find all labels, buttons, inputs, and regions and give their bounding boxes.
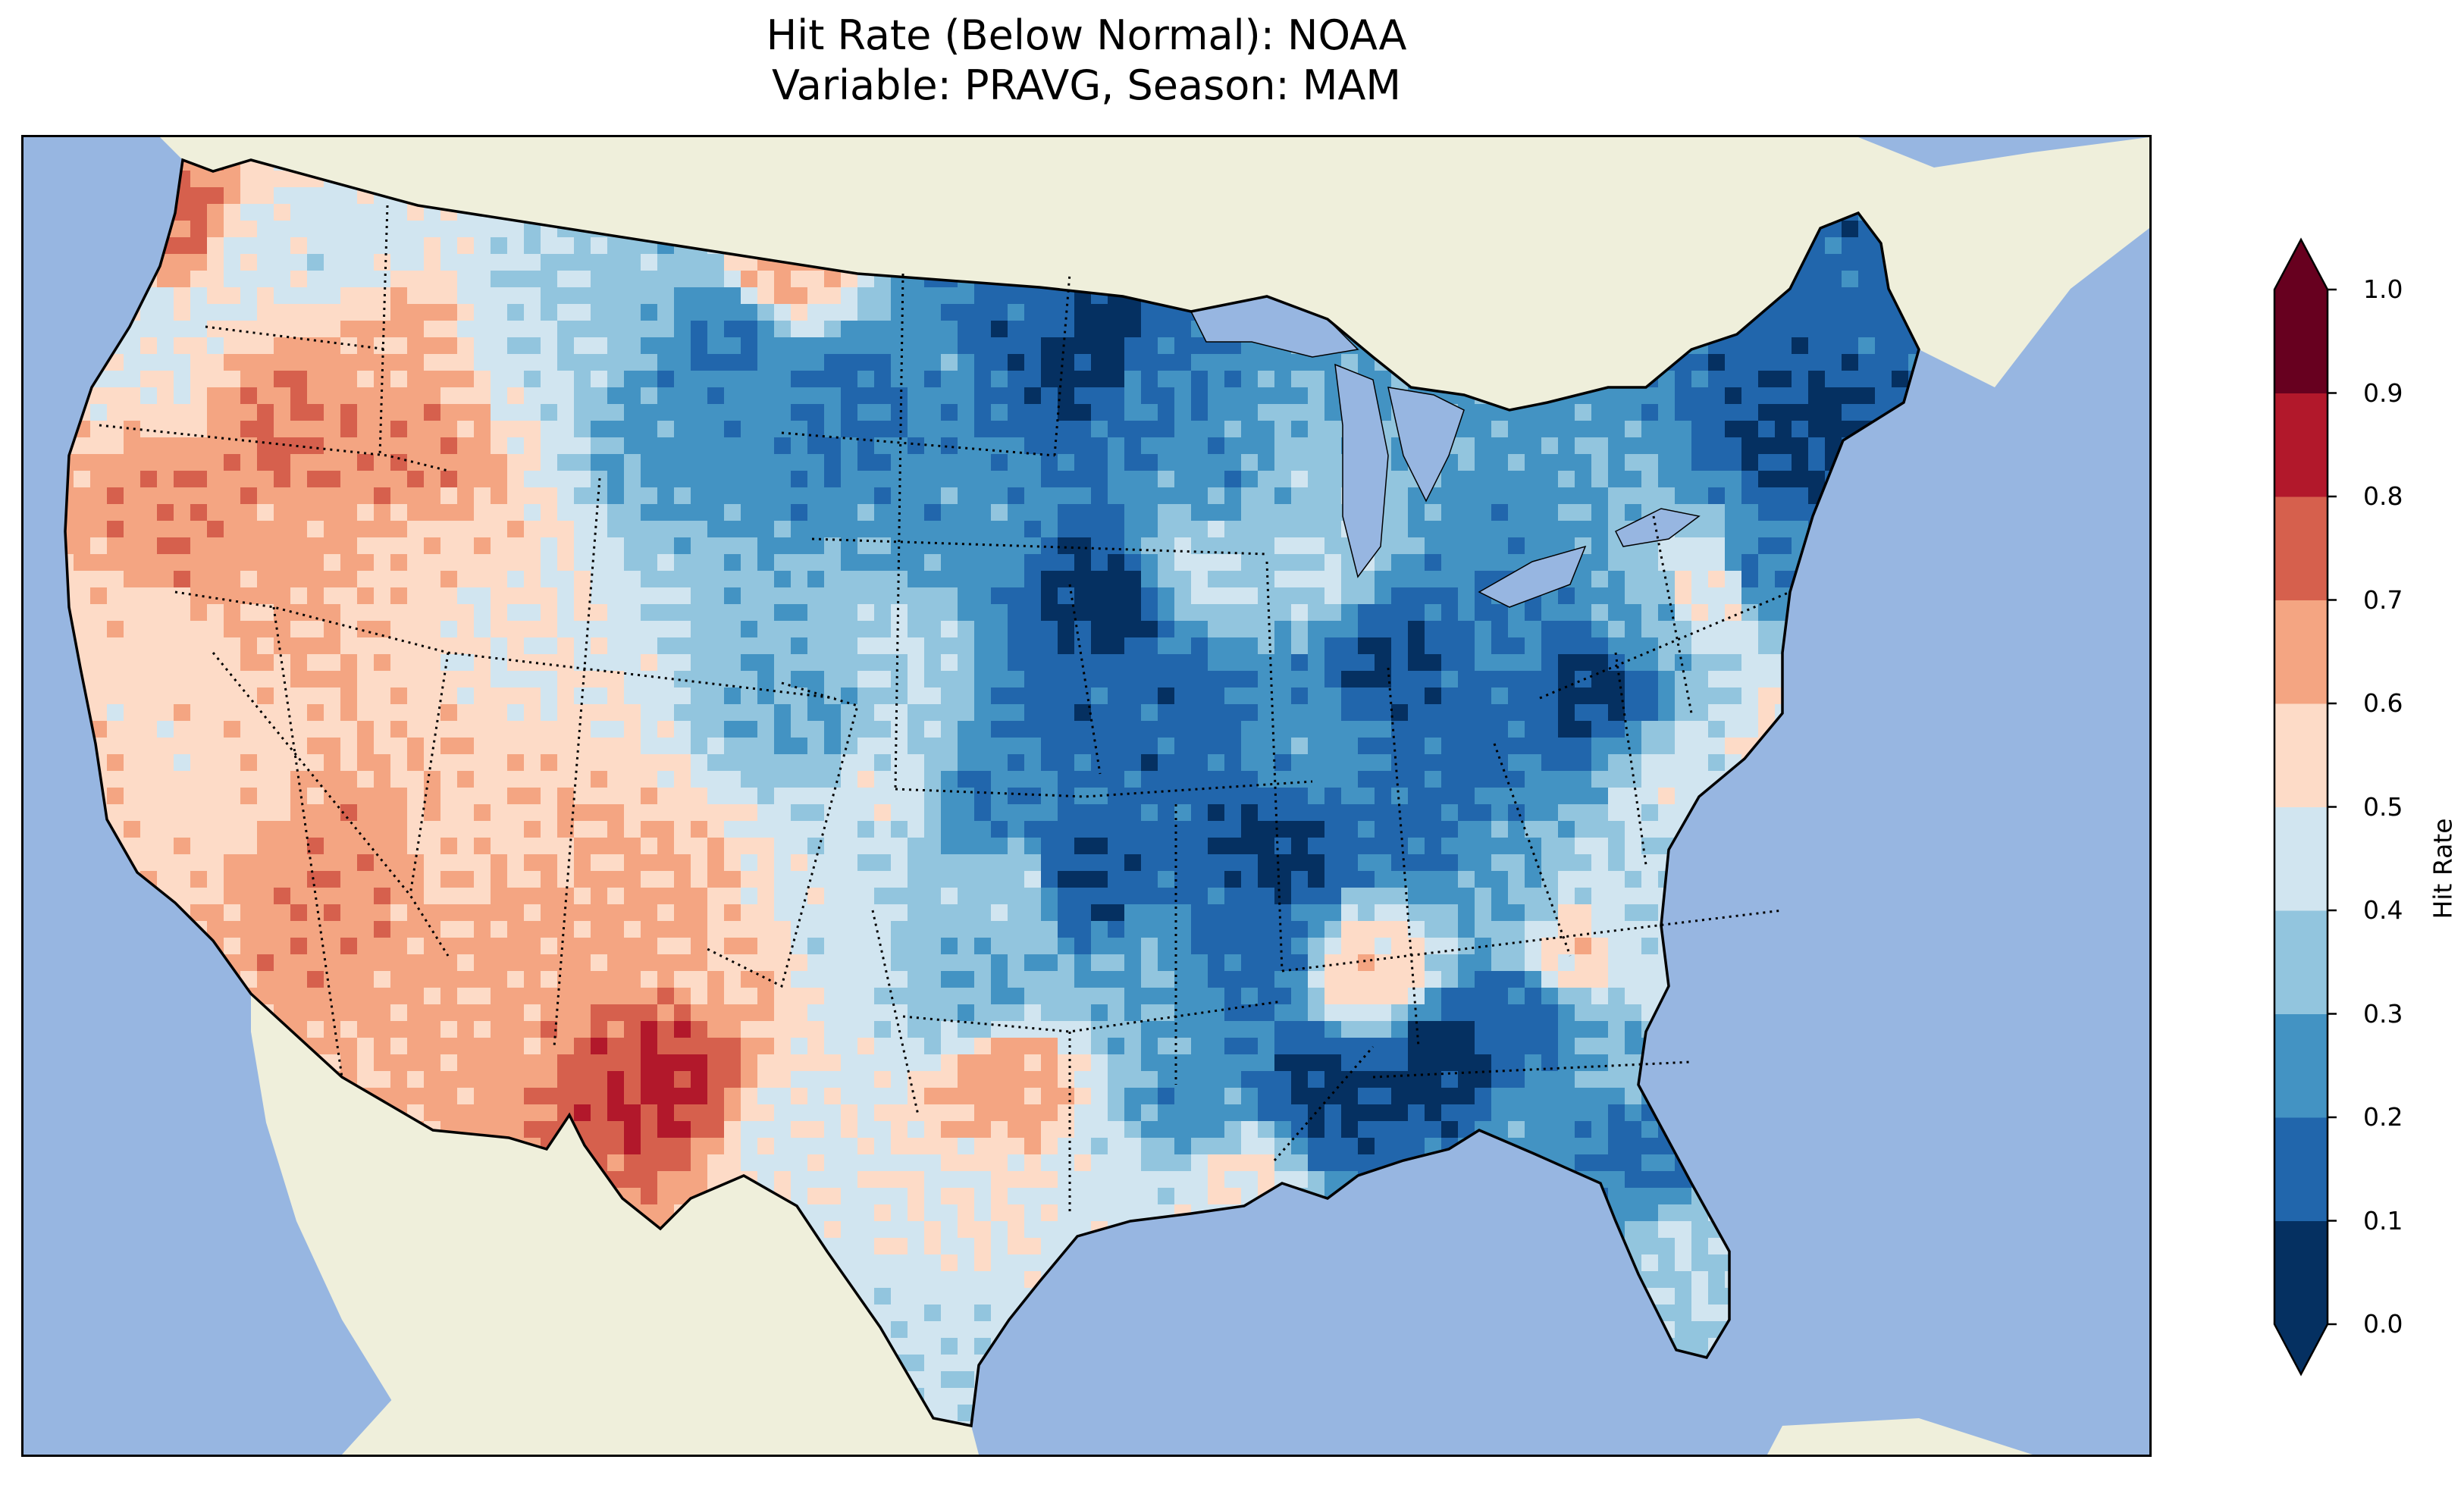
lake — [1334, 363, 1389, 578]
colorbar-tick-label: 1.0 — [2363, 274, 2403, 304]
canada-land — [160, 137, 2149, 410]
lake — [1478, 545, 1587, 608]
colorbar-segment — [2274, 1013, 2328, 1118]
colorbar-tick-label: 0.8 — [2363, 481, 2403, 511]
colorbar-segment — [2274, 910, 2328, 1014]
title-line-1: Hit Rate (Below Normal): NOAA — [766, 11, 1407, 59]
state-border — [811, 537, 1268, 556]
colorbar-extend-min — [2274, 1324, 2328, 1374]
cuba-land — [1767, 1418, 2033, 1455]
state-border — [781, 431, 1055, 457]
map-panel — [21, 135, 2152, 1457]
colorbar-segment — [2274, 703, 2328, 807]
state-border — [1281, 909, 1783, 973]
land-north-south — [160, 137, 2149, 1455]
colorbar — [2273, 237, 2337, 1377]
colorbar-segment — [2274, 807, 2328, 911]
state-border — [1387, 667, 1420, 1048]
state-border — [871, 910, 920, 1116]
colorbar-segment — [2274, 496, 2328, 600]
state-border — [99, 424, 449, 472]
great-lakes — [1190, 296, 1701, 608]
colorbar-tick-label: 0.4 — [2363, 895, 2403, 925]
chart-title: Hit Rate (Below Normal): NOAA Variable: … — [21, 11, 2152, 111]
colorbar-segment — [2274, 393, 2328, 497]
state-border — [272, 606, 343, 1078]
title-line-2: Variable: PRAVG, Season: MAM — [772, 61, 1401, 109]
colorbar-tick-label: 0.9 — [2363, 377, 2403, 408]
state-border — [212, 652, 450, 957]
state-border — [902, 1000, 1283, 1033]
state-border — [1273, 1046, 1375, 1161]
colorbar-segment — [2274, 290, 2328, 393]
colorbar-tick-label: 0.2 — [2363, 1102, 2403, 1132]
lake — [1387, 387, 1465, 503]
lake — [1614, 508, 1701, 547]
colorbar-segment — [2274, 1220, 2328, 1325]
state-border — [378, 205, 389, 456]
coastline — [64, 158, 1920, 1428]
baja-land — [251, 1032, 433, 1418]
colorbar-segment — [2274, 600, 2328, 704]
state-border — [1539, 590, 1791, 700]
state-border — [1068, 584, 1102, 775]
state-border — [1265, 561, 1284, 972]
colorbar-bar — [2273, 237, 2337, 1377]
state-borders — [99, 205, 1791, 1214]
colorbar-extend-max — [2274, 240, 2328, 290]
state-border — [1053, 273, 1071, 456]
colorbar-tick-label: 0.3 — [2363, 998, 2403, 1029]
colorbar-tick-label: 0.1 — [2363, 1205, 2403, 1236]
colorbar-tick-label: 0.7 — [2363, 584, 2403, 615]
state-border — [895, 780, 1313, 798]
map-canvas — [24, 137, 2149, 1455]
colorbar-label: Hit Rate — [2428, 818, 2458, 919]
colorbar-segment — [2274, 1117, 2328, 1221]
state-border — [1614, 652, 1647, 866]
colorbar-tick-label: 0.5 — [2363, 791, 2403, 822]
colorbar-tick-label: 0.6 — [2363, 688, 2403, 718]
mexico-land — [251, 994, 979, 1455]
colorbar-tick-label: 0.0 — [2363, 1309, 2403, 1339]
